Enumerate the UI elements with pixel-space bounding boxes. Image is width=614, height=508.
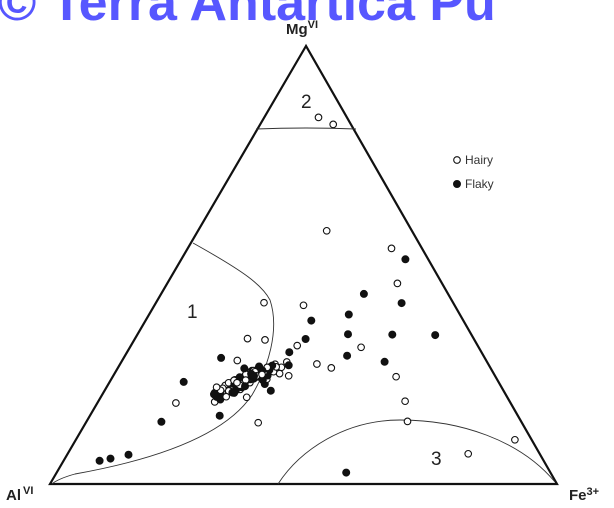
hairy-point [393,279,402,288]
vertex-top-sup: VI [308,19,318,31]
hairy-point [233,378,241,387]
flaky-point [380,357,389,366]
hairy-point [243,334,252,343]
hairy-point [327,364,336,372]
vertex-right-base: Fe [569,487,587,504]
hairy-point [258,370,266,379]
hairy-point [172,399,180,407]
flaky-point [124,450,133,459]
hairy-point [260,298,268,307]
hairy-point [293,341,302,350]
flaky-point [307,316,316,325]
region-1-boundary [51,242,275,485]
flaky-point [344,310,353,319]
flaky-point [388,330,397,339]
flaky-point [301,335,310,343]
data-points [95,113,519,477]
region-2-boundary [255,127,357,130]
flaky-point [344,330,352,339]
region-label-3: 3 [431,449,442,470]
flaky-point [179,377,188,386]
flaky-point [240,364,249,373]
region-labels: 1 2 3 [187,92,442,470]
hairy-point [299,301,308,310]
hairy-point [254,418,263,427]
vertex-left-sup: VI [23,485,33,497]
hairy-point [284,371,293,380]
flaky-point [397,299,406,308]
flaky-point [266,386,275,395]
hairy-point [222,392,231,401]
flaky-point [241,382,249,391]
legend-label-hairy: Hairy [465,153,493,167]
flaky-point [215,411,224,420]
vertex-left-base: Al [6,487,21,504]
flaky-point [343,351,352,360]
vertex-left-label: Al VI [6,485,33,504]
vertex-top-base: Mg [286,21,308,38]
hairy-point [357,343,365,352]
region-label-1: 1 [187,302,198,323]
flaky-point [217,353,226,362]
hairy-point [242,393,251,402]
flaky-point [230,388,239,397]
hairy-point [401,397,409,406]
flaky-point [359,289,368,298]
legend-label-flaky: Flaky [465,177,494,191]
hairy-point [313,360,321,368]
hairy-point [314,113,323,122]
region-boundaries [51,127,556,485]
region-label-2: 2 [301,92,312,113]
vertex-right-sup: 3+ [587,486,600,498]
flaky-point [250,372,258,380]
hairy-point [233,356,242,365]
legend-marker-flaky [453,180,461,188]
legend-marker-hairy [453,156,461,164]
flaky-point [401,255,410,264]
flaky-point [284,361,293,370]
vertex-top-label: MgVI [286,19,318,38]
hairy-point [261,336,269,344]
legend: Hairy Flaky [453,153,494,191]
hairy-point [403,417,412,426]
vertex-right-label: Fe3+ [569,486,599,504]
hairy-point [212,383,221,392]
flaky-point [431,331,440,340]
hairy-point [322,226,331,235]
hairy-point [387,244,396,253]
hairy-point [464,449,473,458]
vertex-labels: MgVI Al VI Fe3+ [6,19,599,504]
watermark-text: © Terra Antartica Pu [0,0,496,32]
flaky-point [157,417,166,426]
region-3-boundary [277,419,556,485]
flaky-point [95,456,104,465]
flaky-point [285,348,294,357]
flaky-point [106,454,115,463]
ternary-frame [48,43,559,486]
flaky-point [342,468,351,477]
triangle-outline [48,43,559,486]
hairy-point [392,372,400,381]
hairy-point [329,120,338,129]
hairy-point [511,435,519,444]
